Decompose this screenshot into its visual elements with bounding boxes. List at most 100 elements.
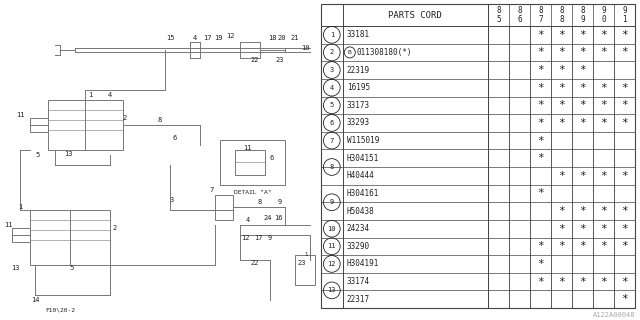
Text: 6: 6: [173, 135, 177, 141]
Text: *: *: [621, 241, 628, 251]
Text: *: *: [579, 224, 586, 234]
Text: 9: 9: [622, 6, 627, 15]
Text: 16195: 16195: [347, 83, 370, 92]
Text: 9: 9: [580, 15, 585, 24]
Text: B: B: [348, 50, 352, 55]
Text: *: *: [600, 276, 607, 287]
Text: H304151: H304151: [347, 154, 379, 163]
Text: 14: 14: [31, 297, 39, 303]
Text: 8: 8: [258, 199, 262, 205]
Text: 18: 18: [268, 35, 276, 41]
Text: 19: 19: [214, 35, 222, 41]
Text: 7: 7: [538, 15, 543, 24]
Text: 20: 20: [278, 35, 286, 41]
Text: *: *: [579, 100, 586, 110]
Bar: [295, 255, 315, 285]
Text: 3: 3: [330, 67, 334, 73]
Text: 3: 3: [170, 197, 174, 203]
Text: 11: 11: [16, 112, 24, 118]
Bar: [12, 228, 30, 242]
Text: *: *: [579, 276, 586, 287]
Text: H304191: H304191: [347, 260, 379, 268]
Text: A122A00048: A122A00048: [593, 312, 635, 318]
Text: 2: 2: [330, 49, 334, 55]
Text: 17: 17: [253, 235, 262, 241]
Text: 1: 1: [18, 204, 22, 210]
Text: 12: 12: [328, 261, 336, 267]
Text: *: *: [537, 47, 544, 57]
Text: 2: 2: [123, 115, 127, 121]
Text: *: *: [537, 153, 544, 163]
Text: 5: 5: [330, 102, 334, 108]
Text: 22: 22: [251, 57, 259, 63]
Text: 8: 8: [559, 6, 564, 15]
Text: 2: 2: [113, 225, 117, 231]
Text: *: *: [558, 30, 565, 40]
Text: 11: 11: [328, 243, 336, 249]
Text: 10: 10: [301, 45, 309, 51]
Text: *: *: [621, 100, 628, 110]
Text: W115019: W115019: [347, 136, 379, 145]
Text: 13: 13: [328, 287, 336, 293]
Text: 33290: 33290: [347, 242, 370, 251]
Text: 22317: 22317: [347, 295, 370, 304]
Bar: [235, 150, 265, 175]
Text: 10: 10: [328, 226, 336, 232]
Text: PARTS CORD: PARTS CORD: [388, 11, 442, 20]
Bar: [215, 195, 233, 220]
Text: 1: 1: [305, 252, 308, 258]
Text: *: *: [621, 83, 628, 93]
Text: 8: 8: [158, 117, 162, 123]
Bar: [30, 210, 110, 265]
Text: 5: 5: [36, 152, 40, 158]
Text: 5: 5: [70, 265, 74, 271]
Text: *: *: [621, 294, 628, 304]
Text: *: *: [600, 100, 607, 110]
Bar: [220, 140, 285, 185]
Text: 011308180(*): 011308180(*): [357, 48, 412, 57]
Text: *: *: [558, 47, 565, 57]
Text: 22: 22: [251, 260, 259, 266]
Text: 12: 12: [226, 33, 234, 39]
Text: *: *: [558, 100, 565, 110]
Text: *: *: [558, 276, 565, 287]
Bar: [48, 100, 123, 150]
Text: 8: 8: [580, 6, 585, 15]
Text: *: *: [621, 118, 628, 128]
Text: *: *: [579, 83, 586, 93]
Text: 33293: 33293: [347, 118, 370, 127]
Text: 1: 1: [88, 92, 92, 98]
Text: H40444: H40444: [347, 171, 374, 180]
Text: 1: 1: [622, 15, 627, 24]
Text: *: *: [621, 47, 628, 57]
Text: 1: 1: [330, 32, 334, 38]
Text: 24234: 24234: [347, 224, 370, 233]
Text: 16: 16: [274, 215, 282, 221]
Text: 9: 9: [330, 199, 334, 205]
Text: F10\20-2: F10\20-2: [45, 308, 75, 313]
Text: *: *: [537, 259, 544, 269]
Text: *: *: [537, 83, 544, 93]
Text: *: *: [600, 30, 607, 40]
Text: *: *: [579, 241, 586, 251]
Text: *: *: [621, 276, 628, 287]
Text: 8: 8: [496, 6, 500, 15]
Text: *: *: [558, 241, 565, 251]
Text: *: *: [600, 47, 607, 57]
Text: *: *: [600, 241, 607, 251]
Text: *: *: [537, 276, 544, 287]
Text: 4: 4: [330, 85, 334, 91]
Text: 7: 7: [210, 187, 214, 193]
Text: *: *: [600, 118, 607, 128]
Text: 22319: 22319: [347, 66, 370, 75]
Text: *: *: [537, 30, 544, 40]
Text: *: *: [537, 188, 544, 198]
Text: 13: 13: [11, 265, 19, 271]
Text: 9: 9: [601, 6, 606, 15]
Text: *: *: [600, 83, 607, 93]
Text: *: *: [600, 224, 607, 234]
Text: 6: 6: [517, 15, 522, 24]
Text: *: *: [537, 100, 544, 110]
Text: 0: 0: [601, 15, 606, 24]
Text: 33173: 33173: [347, 101, 370, 110]
